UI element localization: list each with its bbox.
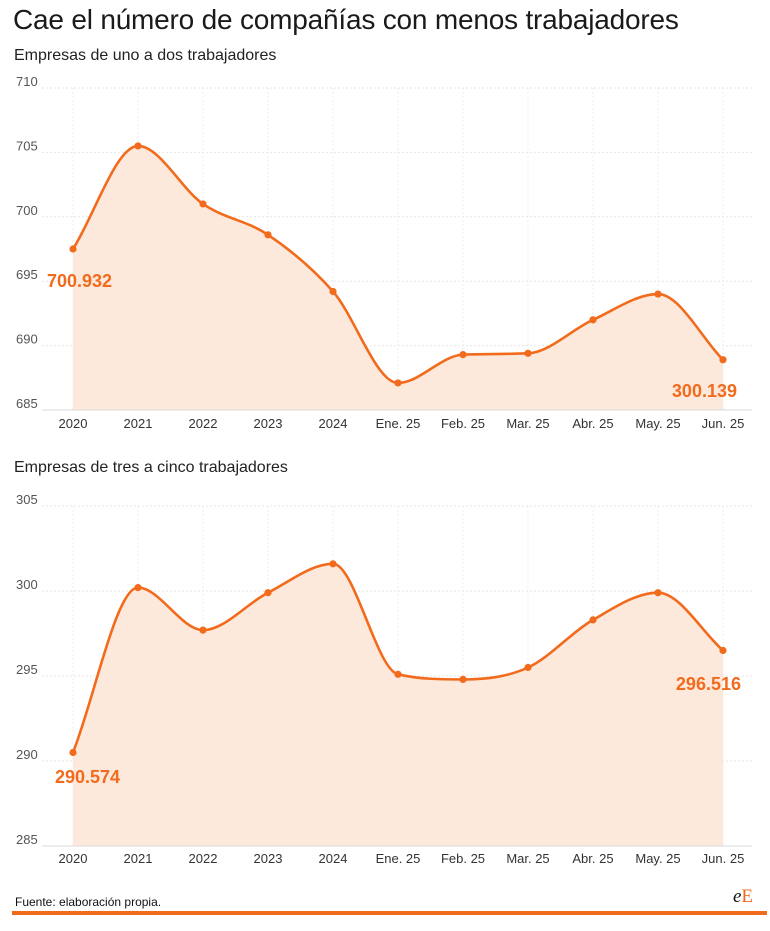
x-tick-label: Feb. 25 [441, 416, 485, 431]
x-tick-label: May. 25 [635, 851, 680, 866]
data-point [459, 675, 467, 683]
start-value-label: 700.932 [47, 271, 112, 291]
chart-title: Cae el número de compañías con menos tra… [13, 4, 679, 35]
data-point [69, 245, 77, 253]
y-tick-label: 300 [16, 577, 38, 592]
y-tick-label: 295 [16, 662, 38, 677]
x-tick-label: 2020 [59, 851, 88, 866]
x-tick-label: Jun. 25 [702, 851, 745, 866]
data-point [394, 379, 402, 387]
x-tick-label: 2021 [124, 416, 153, 431]
data-point [264, 589, 272, 597]
start-value-label: 290.574 [55, 767, 120, 787]
data-point [199, 626, 207, 634]
chart-svg: 285 290 295 300 305 2020 2021 2022 2023 2024 Ene. … [16, 492, 752, 866]
x-tick-label: May. 25 [635, 416, 680, 431]
x-tick-label: Ene. 25 [376, 851, 421, 866]
y-tick-label: 305 [16, 492, 38, 507]
series-line [71, 144, 724, 385]
data-point [134, 142, 142, 150]
x-tick-label: 2020 [59, 416, 88, 431]
y-tick-label: 690 [16, 332, 38, 347]
x-tick-label: 2022 [189, 416, 218, 431]
data-point [134, 584, 142, 592]
chart-subtitle: Empresas de tres a cinco trabajadores [14, 459, 288, 476]
x-tick-label: Feb. 25 [441, 851, 485, 866]
x-tick-label: 2024 [319, 851, 348, 866]
x-tick-label: Abr. 25 [572, 416, 613, 431]
y-tick-label: 710 [16, 74, 38, 89]
data-point [719, 646, 727, 655]
x-tick-label: 2021 [124, 851, 153, 866]
data-point [654, 290, 662, 298]
data-point [654, 589, 662, 597]
data-point [589, 316, 597, 324]
data-point [329, 287, 337, 296]
end-value-label: 300.139 [672, 381, 737, 401]
y-tick-label: 705 [16, 138, 38, 153]
data-point [69, 748, 77, 757]
data-point [524, 663, 532, 672]
x-tick-label: Jun. 25 [702, 416, 745, 431]
x-tick-label: Mar. 25 [506, 851, 549, 866]
data-point [199, 200, 207, 208]
footer-rule [12, 911, 767, 915]
x-tick-label: Abr. 25 [572, 851, 613, 866]
x-tick-label: 2023 [254, 851, 283, 866]
logo-letter-E: E [741, 886, 753, 907]
y-tick-label: 700 [16, 203, 38, 218]
data-point [264, 231, 272, 239]
chart-svg: 685 690 695 700 705 710 2020 2021 2022 2023 2024 En… [16, 74, 752, 431]
x-tick-label: 2023 [254, 416, 283, 431]
chart-subtitle: Empresas de uno a dos trabajadores [14, 47, 277, 64]
y-tick-label: 285 [16, 832, 38, 847]
chart-one-to-two-workers: Empresas de uno a dos trabajadores 685 69… [0, 44, 770, 440]
series-area [73, 145, 723, 411]
data-point [394, 670, 402, 678]
y-tick-label: 695 [16, 267, 38, 282]
data-point [459, 351, 467, 359]
end-value-label: 296.516 [676, 674, 741, 694]
x-tick-label: Mar. 25 [506, 416, 549, 431]
x-tick-label: 2024 [319, 416, 348, 431]
series-area [73, 563, 723, 846]
y-tick-label: 290 [16, 747, 38, 762]
footer: Fuente: elaboración propia. eE [0, 880, 770, 931]
data-point [329, 560, 337, 568]
brand-logo: eE [733, 886, 753, 908]
data-point [719, 356, 727, 364]
series-line [71, 562, 724, 753]
chart-three-to-five-workers: Empresas de tres a cinco trabajadores 28… [0, 456, 770, 870]
x-tick-label: 2022 [189, 851, 218, 866]
data-point [589, 616, 597, 624]
source-note: Fuente: elaboración propia. [15, 895, 162, 909]
logo-letter-e: e [732, 886, 742, 907]
data-point [524, 349, 532, 357]
y-tick-label: 685 [16, 396, 38, 411]
x-tick-label: Ene. 25 [376, 416, 421, 431]
